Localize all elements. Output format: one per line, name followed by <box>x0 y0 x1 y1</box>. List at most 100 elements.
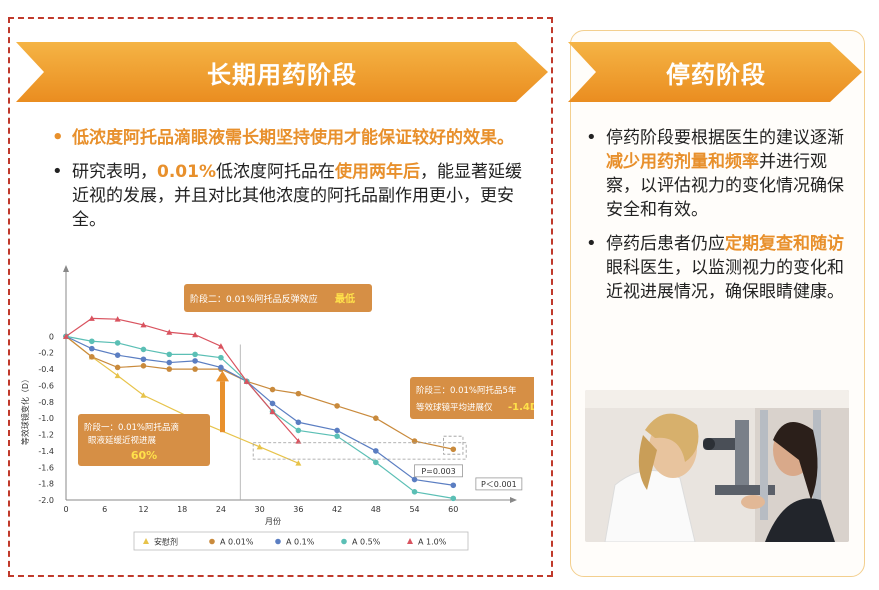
phase1-label-2: 眼液延缓近视进展 <box>88 435 157 446</box>
data-point <box>166 366 173 372</box>
data-point <box>114 372 121 379</box>
legend-entry: A 0.1% <box>286 538 315 547</box>
phase1-callout <box>78 414 210 466</box>
data-point <box>192 366 198 372</box>
data-point <box>114 364 121 371</box>
legend-entry: A 1.0% <box>418 538 447 547</box>
data-point <box>256 443 263 450</box>
text-run: ，能显著延缓近视的发展，并且对比其他浓度的阿托品副作用更小，更安全。 <box>72 162 522 230</box>
x-tick-label: 60 <box>448 505 458 514</box>
x-tick-label: 36 <box>293 505 303 514</box>
data-point <box>373 448 379 454</box>
data-point <box>140 346 147 353</box>
data-point <box>295 419 302 426</box>
legend-marker <box>209 538 215 545</box>
data-point <box>269 408 276 415</box>
text-run: 停药后患者仍应 <box>606 234 725 254</box>
data-point <box>217 343 224 349</box>
stop-bullet-1: 停药阶段要根据医生的建议逐渐减少用药剂量和频率并进行观察，以评估视力的变化情况确… <box>584 126 852 222</box>
data-point <box>218 364 224 371</box>
eye-exam-photo <box>585 390 849 542</box>
phase3-value: -1.4D <box>508 402 534 413</box>
p-value-label: P＜0.001 <box>481 480 517 489</box>
data-point <box>269 400 276 407</box>
highlight-concentration: 0.01% <box>157 162 216 182</box>
data-point <box>334 403 340 409</box>
y-tick-label: -0.4 <box>38 365 54 374</box>
banner-arrow-shape <box>568 42 862 102</box>
x-tick-label: 42 <box>332 505 342 514</box>
x-tick-label: 6 <box>102 505 107 514</box>
phase2-label: 阶段二：0.01%阿托品反弹效应 <box>190 293 318 305</box>
legend-box <box>133 531 469 551</box>
stop-banner: 停药阶段 <box>568 42 864 102</box>
data-point <box>334 427 340 434</box>
data-point <box>89 354 95 360</box>
text-run: 并进行观察，以评估视力的变化情况确保安全和有效。 <box>606 152 844 220</box>
data-point <box>295 460 302 466</box>
data-point <box>114 340 121 346</box>
data-point <box>295 390 302 397</box>
p-value-label: P=0.003 <box>421 467 455 476</box>
y-tick-label: -0.2 <box>38 349 54 358</box>
long-term-bullet-1: 低浓度阿托品滴眼液需长期坚持使用才能保证较好的效果。 <box>50 126 525 150</box>
legend-entry: A 0.5% <box>352 538 381 547</box>
stop-title: 停药阶段 <box>666 60 766 89</box>
phase2-value: 最低 <box>335 292 355 305</box>
y-axis-arrow <box>63 265 69 272</box>
x-tick-label: 18 <box>177 505 187 514</box>
eye-exam-illustration <box>585 390 849 542</box>
data-point <box>334 433 340 439</box>
x-axis-label: 月份 <box>265 516 281 526</box>
atropine-chart: 0 -0.2 -0.4 -0.6 -0.8 -1.0 -1.2 -1.4 -1.6 -1.8 -2.… <box>14 262 564 562</box>
data-point <box>89 345 95 352</box>
x-tick-label: 48 <box>371 505 381 514</box>
phase3-label: 阶段三：0.01%阿托品5年 <box>416 385 517 396</box>
data-point <box>295 438 302 444</box>
series-line-2 <box>65 335 454 486</box>
data-point <box>166 329 173 335</box>
y-tick-label: 0 <box>49 332 54 341</box>
y-tick-label: -1.4 <box>38 447 54 456</box>
text-run: 眼科医生，以监测视力的变化和近视进展情况，确保眼睛健康。 <box>606 258 844 302</box>
x-axis-arrow <box>510 497 517 503</box>
data-point <box>295 427 302 434</box>
long-term-bullets: 低浓度阿托品滴眼液需长期坚持使用才能保证较好的效果。 研究表明，0.01%低浓度… <box>50 126 525 242</box>
legend-entry: 安慰剂 <box>154 537 178 547</box>
long-term-title: 长期用药阶段 <box>207 60 357 89</box>
data-point <box>450 482 457 489</box>
data-point <box>88 315 95 321</box>
data-point <box>166 359 173 366</box>
y-axis-label: 等效球镜变化（D） <box>20 375 30 445</box>
highlight-follow-up: 定期复查和随访 <box>725 234 844 254</box>
data-point <box>114 316 121 322</box>
phase1-arrow-shaft <box>220 381 225 433</box>
y-tick-label: -1.2 <box>38 431 54 440</box>
data-point <box>269 386 276 393</box>
data-point <box>140 392 147 398</box>
data-point <box>140 321 147 328</box>
long-term-bullet-2: 研究表明，0.01%低浓度阿托品在使用两年后，能显著延缓近视的发展，并且对比其他… <box>50 160 525 232</box>
x-tick-label: 0 <box>63 505 68 514</box>
legend-marker <box>407 538 413 544</box>
y-tick-label: -1.0 <box>38 414 54 423</box>
phase1-arrow-head <box>216 370 229 382</box>
data-point <box>63 333 69 339</box>
p-value-box <box>414 464 463 478</box>
y-tick-label: -1.8 <box>38 480 54 489</box>
legend-entry: A 0.01% <box>220 538 254 547</box>
long-term-banner: 长期用药阶段 <box>16 42 548 102</box>
long-term-section <box>8 17 553 577</box>
text-run: 停药阶段要根据医生的建议逐渐 <box>606 128 844 148</box>
highlight-reduce-dose: 减少用药剂量和频率 <box>606 152 759 172</box>
highlight-dashed-box <box>443 435 464 455</box>
y-tick-label: -2.0 <box>38 496 54 505</box>
data-point <box>192 331 199 338</box>
data-point <box>192 358 198 364</box>
series-line-1 <box>65 335 454 450</box>
data-point <box>166 351 173 358</box>
chart-svg: 0 -0.2 -0.4 -0.6 -0.8 -1.0 -1.2 -1.4 -1.6 -1.8 -2.… <box>20 265 564 551</box>
series-line-3 <box>65 335 454 499</box>
banner-arrow-shape <box>16 42 548 102</box>
legend-marker <box>341 538 347 545</box>
